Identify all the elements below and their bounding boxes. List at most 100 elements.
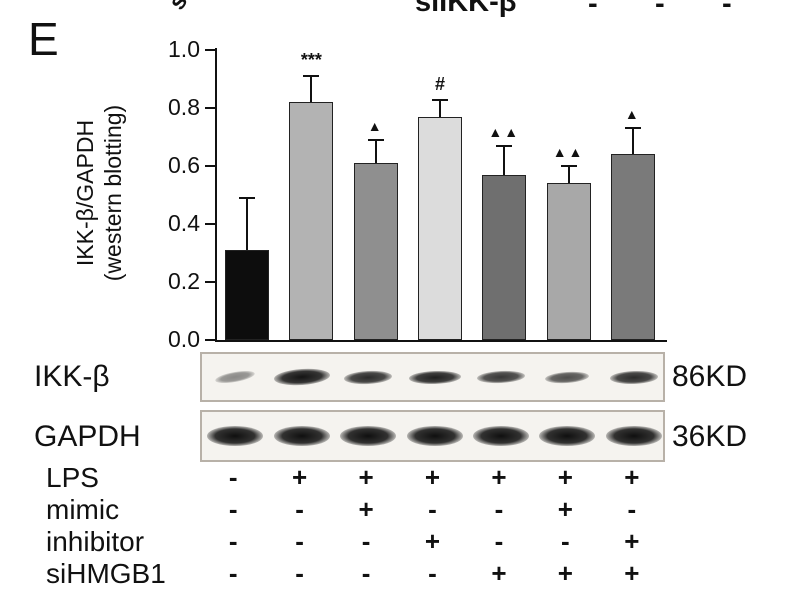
- blot-band: [214, 368, 256, 386]
- panel-letter: E: [28, 13, 59, 65]
- treatment-value: -: [627, 494, 637, 524]
- treatment-label: mimic: [46, 494, 120, 525]
- blot-band: [406, 426, 463, 446]
- y-tick-label: 0.4: [168, 210, 200, 236]
- blot-size-label: 86KD: [672, 360, 748, 393]
- significance-annotation: ▲▲: [552, 144, 585, 160]
- blot-box: [200, 352, 665, 402]
- error-bar-cap: [303, 75, 320, 77]
- blot-band: [476, 369, 526, 385]
- y-tick-label: 0.2: [168, 268, 200, 294]
- treatment-value: -: [228, 462, 238, 492]
- error-bar-whisker: [310, 76, 313, 102]
- significance-annotation: ***: [300, 50, 322, 70]
- error-bar-cap: [624, 127, 641, 129]
- error-bar-cap: [560, 165, 577, 167]
- treatment-value: +: [557, 494, 573, 524]
- treatment-value: -: [561, 526, 570, 556]
- treatment-value: +: [292, 462, 308, 492]
- treatment-value: -: [361, 558, 371, 588]
- bar: [353, 163, 398, 340]
- blot-band: [273, 426, 330, 446]
- cut-row-label-siikkb: siIKK-β: [415, 0, 517, 18]
- blot-band: [472, 426, 529, 446]
- y-axis-label-line2: (western blotting): [100, 104, 126, 282]
- y-axis-label-line1: IKK-β/GAPDH: [72, 119, 98, 267]
- error-bar-whisker: [503, 146, 506, 175]
- bar: [225, 250, 270, 340]
- bar: [546, 183, 591, 340]
- blot-box: [200, 410, 665, 462]
- significance-annotation: ▲: [624, 106, 641, 122]
- blot-label: IKK-β: [34, 360, 110, 393]
- treatment-value: -: [361, 526, 371, 556]
- y-tick-mark: [205, 223, 215, 225]
- treatment-value: -: [428, 558, 437, 588]
- treatment-value: -: [494, 526, 504, 556]
- y-tick-label: 0.8: [168, 94, 200, 120]
- blot-band: [539, 426, 596, 446]
- y-tick-mark: [205, 339, 215, 341]
- treatment-value: -: [295, 526, 304, 556]
- y-axis-line: [215, 48, 217, 342]
- treatment-value: +: [358, 494, 374, 524]
- significance-annotation: ▲▲: [488, 124, 521, 140]
- blot-band: [408, 369, 461, 385]
- cut-row-dash: -: [655, 0, 665, 20]
- treatment-value: -: [228, 494, 238, 524]
- blot-size-label: 36KD: [672, 420, 748, 453]
- treatment-value: +: [624, 558, 640, 588]
- y-tick-mark: [205, 107, 215, 109]
- treatment-value: +: [624, 462, 640, 492]
- treatment-value: -: [295, 494, 304, 524]
- treatment-value: +: [424, 526, 441, 556]
- treatment-value: +: [557, 558, 573, 588]
- cut-row-dash: -: [588, 0, 598, 20]
- error-bar-cap: [496, 145, 513, 147]
- bar: [418, 117, 462, 340]
- treatment-label: LPS: [46, 462, 99, 493]
- treatment-value: -: [228, 558, 238, 588]
- y-tick-mark: [205, 281, 215, 283]
- y-tick-mark: [205, 165, 215, 167]
- treatment-value: -: [295, 558, 304, 588]
- treatment-value: -: [428, 494, 437, 524]
- error-bar-whisker: [374, 140, 377, 163]
- treatment-value: +: [557, 462, 573, 492]
- error-bar-whisker: [439, 100, 441, 117]
- cut-row-dash: -: [722, 0, 732, 20]
- error-bar-cap: [239, 197, 256, 199]
- error-bar-whisker: [567, 166, 570, 183]
- y-axis-label: IKK-β/GAPDH (western blotting): [71, 43, 129, 343]
- blot-band: [545, 369, 590, 385]
- error-bar-cap: [367, 139, 384, 141]
- bar: [289, 102, 334, 340]
- blot-band: [340, 426, 397, 446]
- error-bar-cap: [432, 99, 448, 101]
- y-tick-mark: [205, 49, 215, 51]
- y-tick-label: 0.6: [168, 152, 200, 178]
- blot-label: GAPDH: [34, 420, 141, 453]
- treatment-label: inhibitor: [46, 526, 145, 557]
- treatment-value: +: [491, 462, 507, 492]
- error-bar-whisker: [631, 128, 634, 154]
- error-bar-whisker: [246, 198, 249, 250]
- blot-band: [605, 426, 662, 446]
- blot-band: [207, 426, 264, 446]
- cut-text-fragment: s: [163, 0, 194, 15]
- bar: [610, 154, 655, 340]
- x-axis-line: [215, 340, 667, 342]
- treatment-value: +: [624, 526, 640, 556]
- blot-band: [609, 369, 658, 385]
- treatment-value: -: [494, 494, 504, 524]
- treatment-value: +: [424, 462, 441, 492]
- significance-annotation: #: [434, 74, 445, 94]
- y-tick-label: 1.0: [168, 36, 200, 62]
- significance-annotation: ▲: [367, 118, 384, 134]
- treatment-value: +: [491, 558, 507, 588]
- treatment-value: -: [228, 526, 238, 556]
- bar: [482, 175, 527, 340]
- blot-band: [273, 367, 331, 387]
- y-tick-label: 0.0: [168, 326, 200, 352]
